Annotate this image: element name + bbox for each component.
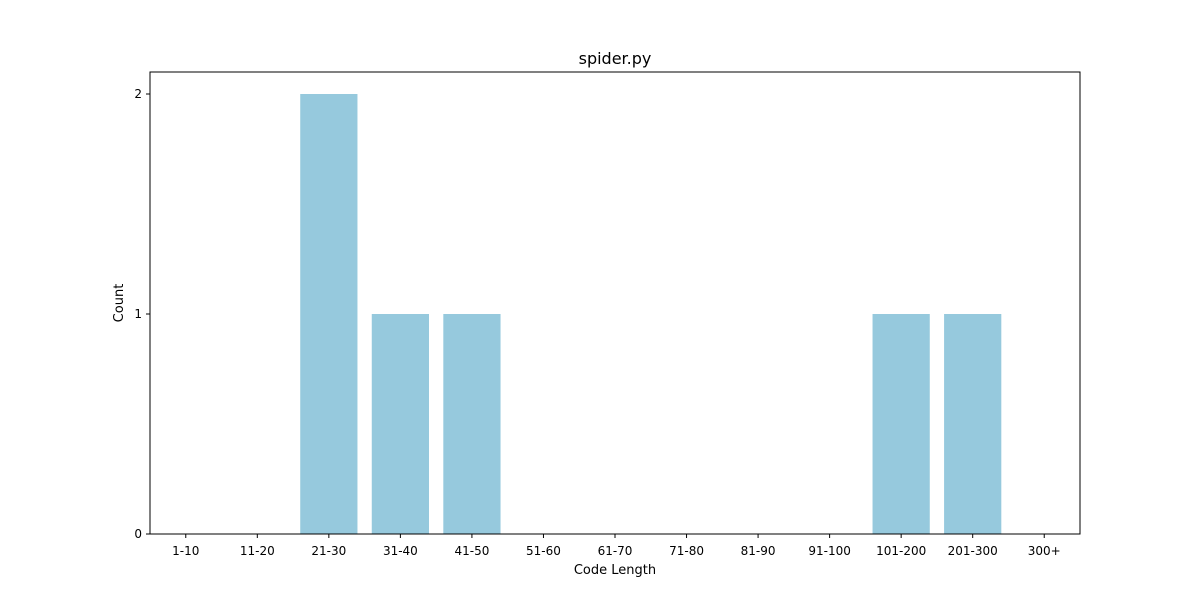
- x-tick-label: 101-200: [876, 544, 926, 558]
- x-axis-label: Code Length: [574, 563, 656, 578]
- x-tick-label: 201-300: [948, 544, 998, 558]
- x-tick-label: 81-90: [741, 544, 776, 558]
- plot-frame: [149, 71, 1081, 535]
- bar-21-30: [300, 94, 358, 534]
- x-tick-label: 71-80: [669, 544, 704, 558]
- y-tick-label: 1: [134, 307, 142, 321]
- x-tick-label: 1-10: [172, 544, 199, 558]
- x-tick-label: 21-30: [311, 544, 346, 558]
- bar-31-40: [371, 314, 429, 534]
- bar-201-300: [944, 314, 1002, 534]
- y-tick-label: 2: [134, 87, 142, 101]
- y-tick-label: 0: [134, 527, 142, 541]
- x-tick-label: 41-50: [454, 544, 489, 558]
- x-tick-label: 51-60: [526, 544, 561, 558]
- x-tick-label: 300+: [1028, 544, 1061, 558]
- bar-101-200: [872, 314, 930, 534]
- x-axis-ticks: 1-10 11-20 21-30 31-40 41-50 51-60 61-70 71-80 8…: [172, 534, 1061, 558]
- y-axis-ticks: 0 1 2: [134, 87, 150, 541]
- bar-41-50: [443, 314, 501, 534]
- x-tick-label: 61-70: [598, 544, 633, 558]
- y-axis-label: Count: [112, 284, 127, 323]
- x-tick-label: 31-40: [383, 544, 418, 558]
- bars-group: [300, 94, 1002, 534]
- x-tick-label: 91-100: [808, 544, 851, 558]
- x-tick-label: 11-20: [240, 544, 275, 558]
- chart-title: spider.py: [579, 49, 652, 68]
